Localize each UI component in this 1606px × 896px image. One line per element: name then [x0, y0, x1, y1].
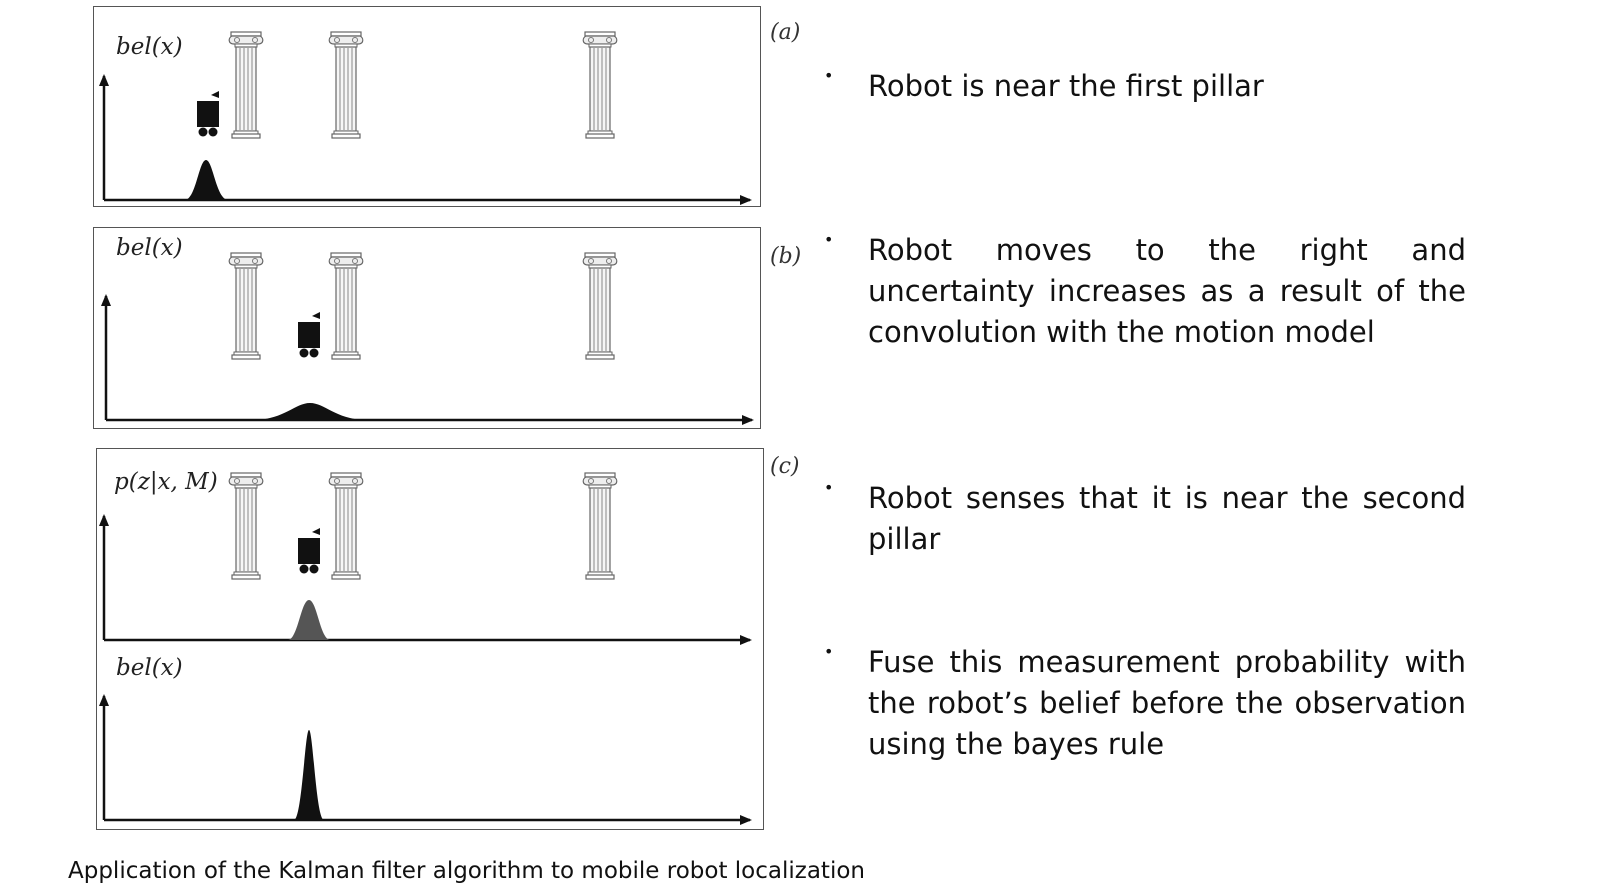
- panel-a-drawing: [99, 31, 752, 205]
- pillar-icon: [228, 252, 264, 360]
- bullet-1-text: Robot is near the first pillar: [868, 69, 1264, 103]
- panel-b-label: bel(x): [116, 235, 183, 261]
- pillar-icon: [228, 472, 264, 580]
- panel-a-label: bel(x): [116, 34, 183, 60]
- belief-curve-b: [255, 403, 365, 420]
- bullet-2-text: Robot moves to the right and uncertainty…: [868, 233, 1466, 349]
- panel-b-drawing: [101, 252, 754, 425]
- bullet-4-text: Fuse this measurement probability with t…: [868, 645, 1466, 761]
- belief-curve-c: [294, 730, 324, 820]
- panel-c-drawing: [99, 472, 752, 825]
- pillar-icon: [328, 472, 364, 580]
- panel-a-letter: (a): [770, 20, 801, 45]
- panel-b: [93, 227, 761, 429]
- robot-icon: [298, 312, 320, 358]
- panel-b-letter: (b): [770, 244, 802, 269]
- pillar-icon: [582, 31, 618, 139]
- measurement-curve: [288, 600, 330, 640]
- bullet-3-text: Robot senses that it is near the second …: [868, 481, 1466, 556]
- pillar-icon: [228, 31, 264, 139]
- figure-caption: Application of the Kalman filter algorit…: [68, 858, 865, 884]
- pillar-icon: [328, 252, 364, 360]
- belief-curve-a: [185, 160, 228, 200]
- robot-icon: [197, 91, 219, 137]
- robot-icon: [298, 528, 320, 574]
- pillar-icon: [582, 472, 618, 580]
- bullet-dot: •: [824, 230, 834, 249]
- panel-c-letter: (c): [770, 454, 800, 479]
- bullet-dot: •: [824, 66, 834, 85]
- pillar-icon: [328, 31, 364, 139]
- pillar-icon: [582, 252, 618, 360]
- bullet-dot: •: [824, 478, 834, 497]
- panel-c-label2: bel(x): [116, 655, 183, 681]
- panel-c-label: p(z|x, M): [114, 469, 218, 495]
- bullet-dot: •: [824, 642, 834, 661]
